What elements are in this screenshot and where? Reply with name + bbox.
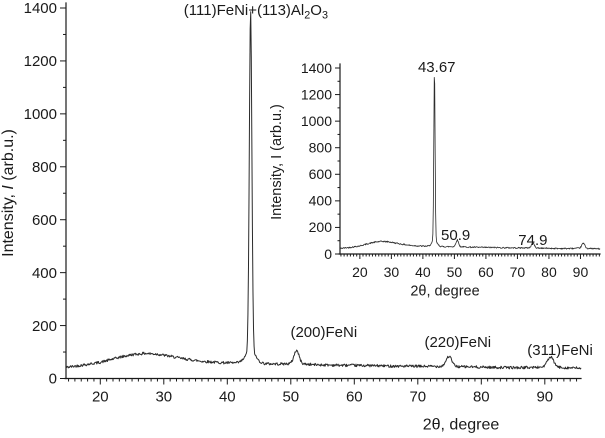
inset-x-tick-label: 50 bbox=[447, 264, 463, 280]
inset-x-tick-label: 20 bbox=[352, 264, 368, 280]
main-y-tick-label: 600 bbox=[32, 212, 57, 229]
main-plot: 20 30 40 50 60 70 80 90020040060080010001200140… bbox=[0, 0, 593, 433]
main-y-tick-label: 1000 bbox=[24, 106, 57, 123]
main-y-ticks: 0 200 400 600 800 1000 1200 1400 bbox=[24, 0, 66, 388]
inset-y-axis-title: Intensity, I (arb.u.) bbox=[269, 104, 285, 220]
inset-x-tick-label: 30 bbox=[384, 264, 400, 280]
main-y-tick-label: 200 bbox=[32, 318, 57, 335]
inset-x-tick-label: 60 bbox=[478, 264, 494, 280]
inset-x-tick-label: 70 bbox=[510, 264, 526, 280]
inset-peak-value-43-67: 43.67 bbox=[418, 59, 456, 76]
inset-peak-value-74-9: 74.9 bbox=[518, 232, 547, 249]
main-y-tick-label: 1400 bbox=[24, 0, 57, 17]
inset-y-tick-label: 200 bbox=[309, 219, 333, 235]
main-y-tick-label: 0 bbox=[49, 371, 57, 388]
main-x-tick-label: 90 bbox=[536, 389, 553, 406]
main-x-tick-label: 80 bbox=[473, 389, 490, 406]
inset-y-ticks: 0 200 400 600 800 1000 1200 1400 bbox=[301, 60, 340, 262]
main-y-tick-label: 400 bbox=[32, 265, 57, 282]
peak-label-111: (111)FeNi+(113)Al2O3 bbox=[184, 2, 328, 22]
main-curve bbox=[65, 11, 582, 370]
inset-x-tick-label: 80 bbox=[541, 264, 557, 280]
inset-plot: 20 30 40 50 60 70 80 90 0 200 400 600 800 1000 1200 140… bbox=[269, 59, 601, 300]
inset-peak-value-50-9: 50.9 bbox=[441, 227, 470, 244]
inset-y-tick-label: 400 bbox=[309, 193, 333, 209]
inset-x-ticks: 20 30 40 50 60 70 80 90 bbox=[340, 254, 600, 280]
main-x-ticks: 20 30 40 50 60 70 80 90 bbox=[68, 378, 578, 406]
main-x-tick-label: 60 bbox=[346, 389, 363, 406]
main-x-tick-label: 50 bbox=[282, 389, 299, 406]
main-y-tick-label: 800 bbox=[32, 159, 57, 176]
peak-label-220: (220)FeNi bbox=[424, 334, 491, 351]
inset-y-tick-label: 600 bbox=[309, 166, 333, 182]
inset-y-tick-label: 800 bbox=[309, 140, 333, 156]
inset-y-tick-label: 1400 bbox=[301, 60, 332, 76]
main-x-tick-label: 30 bbox=[155, 389, 172, 406]
peak-label-200: (200)FeNi bbox=[290, 324, 357, 341]
inset-y-tick-label: 0 bbox=[324, 246, 332, 262]
inset-x-tick-label: 90 bbox=[573, 264, 589, 280]
main-x-axis-title: 2θ, degree bbox=[423, 417, 500, 434]
inset-x-axis-title: 2θ, degree bbox=[410, 284, 479, 300]
main-x-tick-label: 20 bbox=[92, 389, 109, 406]
main-y-axis-title: Intensity, I (arb.u.) bbox=[0, 129, 17, 257]
inset-x-tick-label: 40 bbox=[415, 264, 431, 280]
main-y-tick-label: 1200 bbox=[24, 53, 57, 70]
inset-curve bbox=[339, 76, 601, 250]
inset-y-tick-label: 1200 bbox=[301, 86, 332, 102]
inset-y-tick-label: 1000 bbox=[301, 113, 332, 129]
main-x-tick-label: 40 bbox=[219, 389, 236, 406]
main-x-tick-label: 70 bbox=[409, 389, 426, 406]
peak-label-311: (311)FeNi bbox=[527, 342, 593, 359]
